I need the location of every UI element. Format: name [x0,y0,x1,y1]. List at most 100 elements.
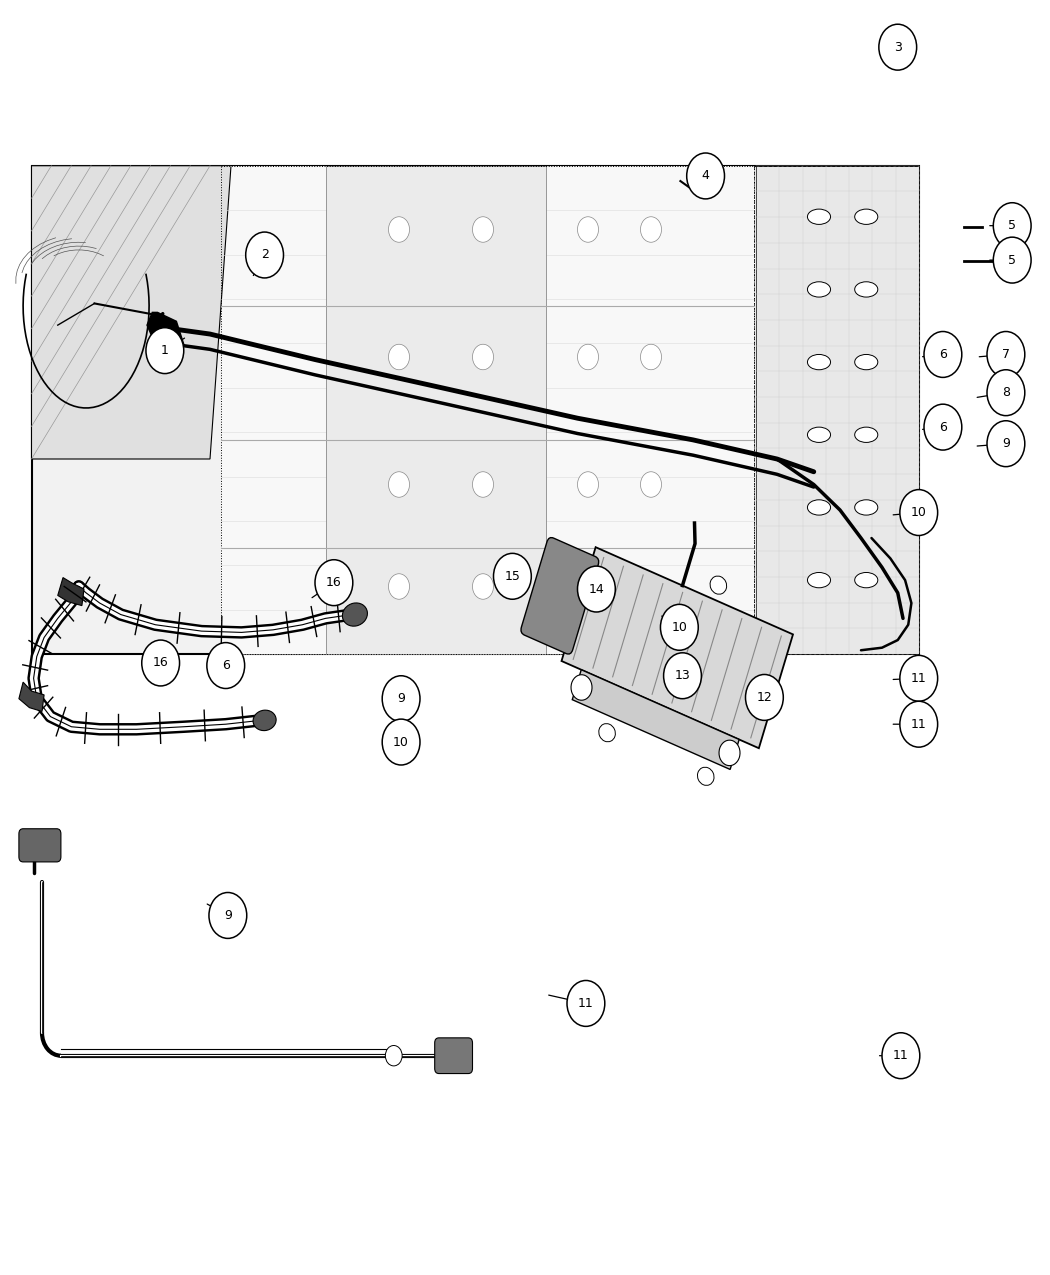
Circle shape [987,421,1025,467]
Circle shape [315,560,353,606]
Polygon shape [32,166,231,459]
Circle shape [472,344,493,370]
Ellipse shape [855,354,878,370]
Polygon shape [147,312,184,354]
Text: 4: 4 [701,170,710,182]
Circle shape [388,574,410,599]
Ellipse shape [855,209,878,224]
Circle shape [640,472,662,497]
Circle shape [640,344,662,370]
Circle shape [207,643,245,689]
Ellipse shape [855,282,878,297]
Circle shape [382,719,420,765]
FancyBboxPatch shape [562,547,793,748]
Text: 14: 14 [588,583,605,595]
Polygon shape [220,166,754,654]
Text: 9: 9 [397,692,405,705]
Circle shape [900,655,938,701]
Text: 15: 15 [504,570,521,583]
Ellipse shape [807,209,831,224]
Polygon shape [32,166,919,654]
Circle shape [578,566,615,612]
Text: 1: 1 [161,344,169,357]
Polygon shape [756,166,919,654]
Text: 3: 3 [894,41,902,54]
Circle shape [687,153,724,199]
Circle shape [879,24,917,70]
Polygon shape [326,166,546,654]
Ellipse shape [807,427,831,442]
Circle shape [578,574,598,599]
Text: 11: 11 [911,718,926,731]
Circle shape [567,980,605,1026]
Ellipse shape [855,500,878,515]
Text: 6: 6 [222,659,230,672]
Text: 12: 12 [756,691,772,704]
Ellipse shape [710,576,727,594]
Ellipse shape [697,768,714,785]
Ellipse shape [807,282,831,297]
Circle shape [900,490,938,536]
Circle shape [494,553,531,599]
Ellipse shape [807,500,831,515]
Circle shape [660,604,698,650]
Circle shape [382,676,420,722]
Circle shape [993,203,1031,249]
Circle shape [719,741,740,766]
Circle shape [246,232,284,278]
Circle shape [385,1046,402,1066]
Text: 13: 13 [674,669,691,682]
FancyBboxPatch shape [19,829,61,862]
Circle shape [664,653,701,699]
Circle shape [388,217,410,242]
Text: 5: 5 [1008,254,1016,266]
Circle shape [142,640,180,686]
Ellipse shape [807,354,831,370]
Circle shape [924,332,962,377]
FancyBboxPatch shape [435,1038,472,1074]
Circle shape [388,344,410,370]
Ellipse shape [598,724,615,742]
Text: 11: 11 [892,1049,908,1062]
Polygon shape [58,578,84,606]
Text: 7: 7 [1002,348,1010,361]
Circle shape [746,674,783,720]
Text: 10: 10 [671,621,688,634]
Circle shape [900,701,938,747]
Circle shape [987,332,1025,377]
Circle shape [209,892,247,938]
Text: 11: 11 [579,997,594,1010]
Text: 16: 16 [326,576,341,589]
Circle shape [882,1033,920,1079]
Text: 6: 6 [939,421,947,434]
Circle shape [640,217,662,242]
Circle shape [578,472,598,497]
Text: 9: 9 [224,909,232,922]
Ellipse shape [253,710,276,731]
FancyBboxPatch shape [572,669,739,769]
Text: 6: 6 [939,348,947,361]
Text: 5: 5 [1008,219,1016,232]
Text: 2: 2 [260,249,269,261]
Circle shape [578,344,598,370]
Ellipse shape [342,603,368,626]
Circle shape [472,574,493,599]
Text: 8: 8 [1002,386,1010,399]
Text: 16: 16 [153,657,168,669]
Ellipse shape [855,427,878,442]
Circle shape [571,674,592,700]
Text: 10: 10 [393,736,410,748]
Circle shape [993,237,1031,283]
Circle shape [388,472,410,497]
Circle shape [987,370,1025,416]
Circle shape [924,404,962,450]
Polygon shape [19,682,44,711]
Circle shape [578,217,598,242]
Ellipse shape [807,572,831,588]
Ellipse shape [855,572,878,588]
Text: 11: 11 [911,672,926,685]
Text: 9: 9 [1002,437,1010,450]
Circle shape [472,472,493,497]
Circle shape [472,217,493,242]
Circle shape [146,328,184,374]
